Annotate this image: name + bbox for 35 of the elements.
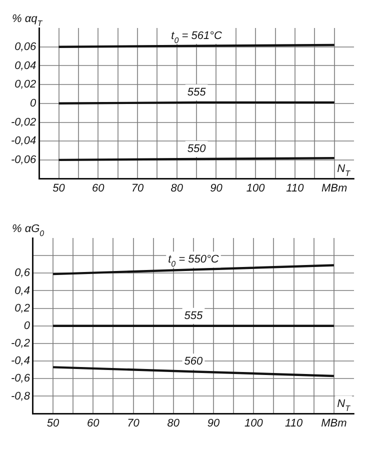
- x-tick-label: 80: [170, 182, 184, 194]
- y-tick-label: 0,6: [14, 267, 31, 280]
- x-tick-label: МВт: [321, 182, 348, 194]
- series-label: 550: [187, 143, 207, 156]
- series-label: 555: [184, 310, 204, 322]
- y-tick-label: 0: [30, 97, 37, 110]
- y-tick-label: -0,8: [10, 390, 31, 402]
- x-tick-label: 100: [246, 182, 266, 194]
- y-tick-label: 0,2: [14, 302, 30, 314]
- y-tick-label: -0,02: [10, 116, 36, 128]
- x-tick-label: 60: [92, 182, 106, 194]
- x-tick-label: 70: [127, 417, 140, 430]
- x-tick-label: 90: [207, 417, 221, 430]
- x-tick-label: 50: [46, 417, 60, 430]
- x-tick-label: 100: [244, 417, 264, 430]
- x-tick-label: 110: [285, 417, 304, 430]
- series-label: 560: [184, 356, 204, 368]
- x-tick-label: 110: [286, 182, 305, 194]
- x-tick-label: 50: [52, 182, 66, 194]
- y-tick-label: -0,6: [10, 372, 31, 385]
- series-label: 555: [187, 86, 207, 98]
- y-tick-label: -0,2: [10, 338, 30, 350]
- y-tick-label: 0,04: [14, 60, 36, 72]
- y-tick-label: 0,06: [14, 40, 37, 53]
- y-tick-label: -0,4: [10, 355, 30, 368]
- y-tick-label: 0,02: [14, 78, 36, 91]
- y-tick-label: 0: [24, 320, 31, 332]
- y-tick-label: -0,06: [10, 154, 37, 166]
- y-tick-label: -0,04: [10, 135, 36, 148]
- x-tick-label: 80: [167, 417, 180, 430]
- x-tick-label: 90: [210, 182, 224, 194]
- x-tick-label: МВт: [321, 417, 347, 430]
- y-tick-label: 0,4: [14, 284, 30, 297]
- x-tick-label: 70: [131, 182, 144, 194]
- x-tick-label: 60: [87, 417, 100, 430]
